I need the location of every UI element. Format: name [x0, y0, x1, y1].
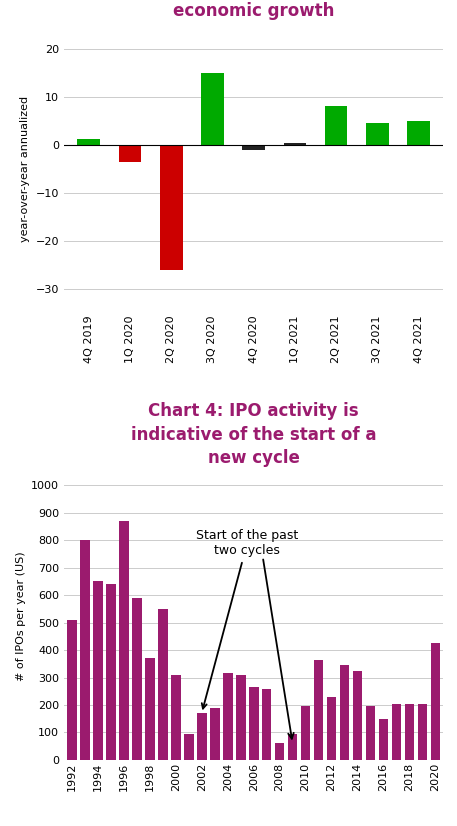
Bar [171, 675, 181, 760]
Title: Chart 3: Developed
economic growth: Chart 3: Developed economic growth [163, 0, 344, 21]
Bar [366, 706, 375, 760]
Bar [132, 598, 142, 760]
Bar [262, 689, 271, 760]
Bar [106, 584, 116, 760]
Bar [353, 671, 362, 760]
Bar [236, 675, 245, 760]
Bar [119, 521, 128, 760]
Bar [223, 673, 233, 760]
Bar [325, 107, 347, 145]
Bar [201, 73, 224, 145]
Bar [77, 139, 100, 145]
Bar [283, 144, 306, 145]
Bar [160, 145, 182, 270]
Bar [210, 708, 219, 760]
Bar [184, 733, 194, 760]
Bar [158, 609, 168, 760]
Bar [93, 582, 103, 760]
Title: Chart 4: IPO activity is
indicative of the start of a
new cycle: Chart 4: IPO activity is indicative of t… [131, 402, 377, 468]
Bar [145, 658, 154, 760]
Bar [275, 743, 285, 760]
Bar [366, 123, 388, 145]
Bar [430, 643, 441, 760]
Bar [119, 145, 141, 162]
Y-axis label: # of IPOs per year (US): # of IPOs per year (US) [16, 551, 26, 681]
Bar [404, 704, 414, 760]
Bar [249, 687, 259, 760]
Bar [80, 540, 90, 760]
Bar [407, 121, 430, 145]
Bar [67, 620, 77, 760]
Bar [301, 706, 310, 760]
Y-axis label: year-over-year annualized: year-over-year annualized [20, 96, 30, 242]
Bar [392, 704, 401, 760]
Bar [340, 665, 350, 760]
Bar [418, 704, 427, 760]
Bar [242, 145, 265, 150]
Bar [314, 660, 324, 760]
Bar [197, 713, 207, 760]
Text: Start of the past
two cycles: Start of the past two cycles [196, 529, 298, 709]
Bar [288, 733, 298, 760]
Bar [379, 719, 388, 760]
Bar [327, 697, 336, 760]
